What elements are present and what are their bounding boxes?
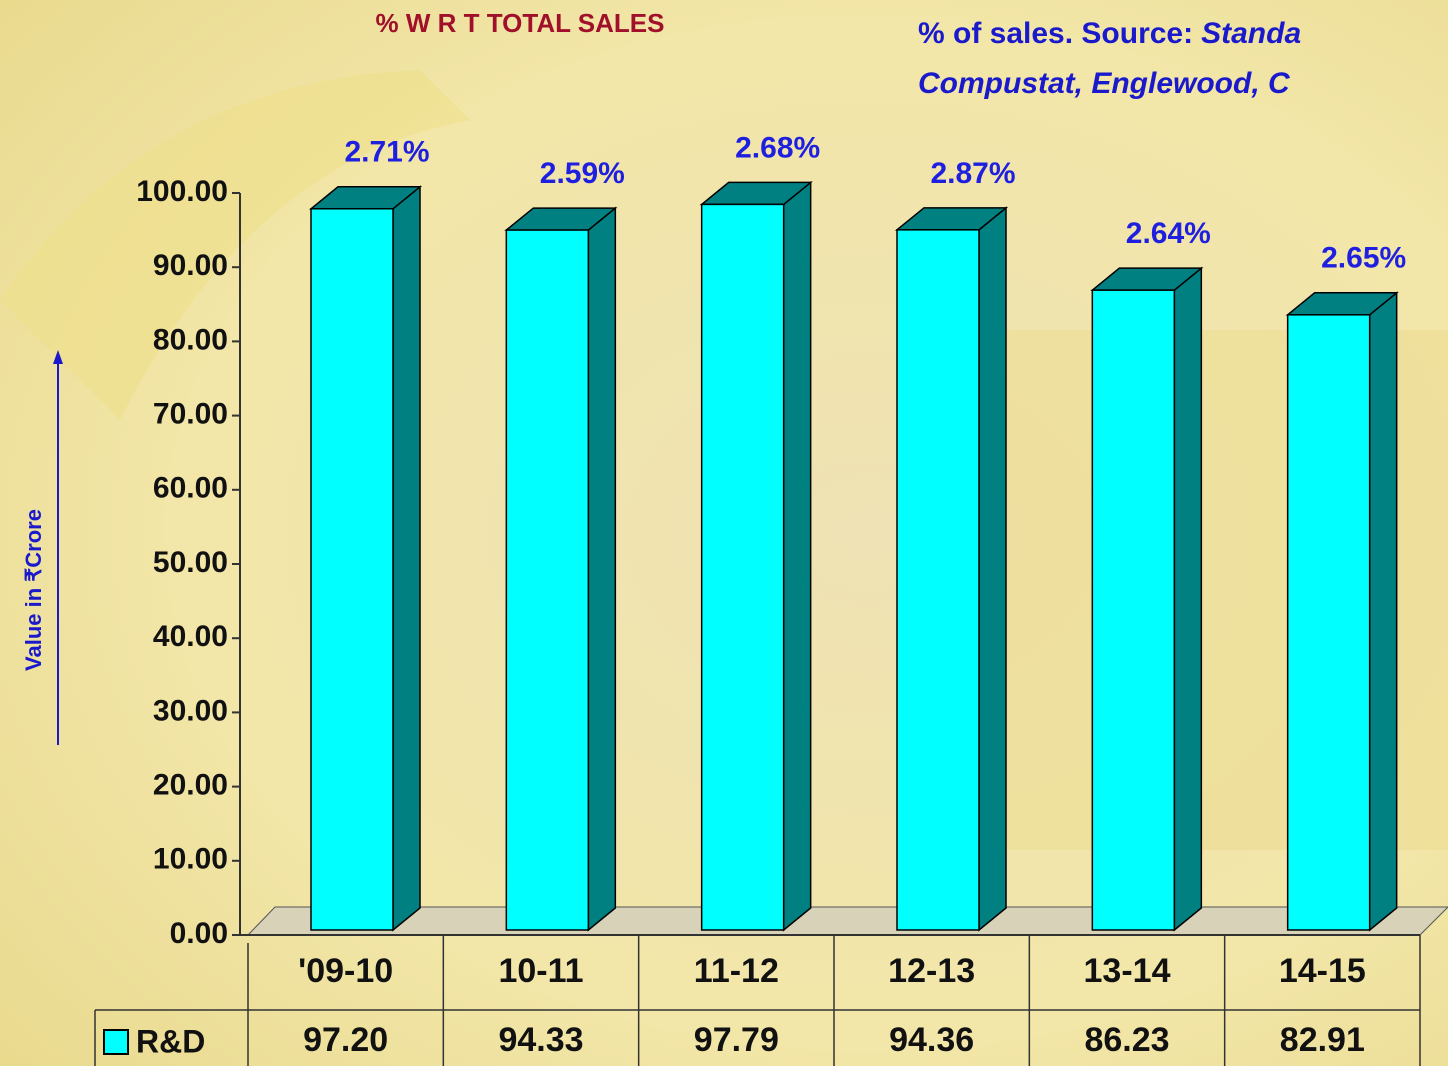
chart: % W R T TOTAL SALES % of sales. Source:S…: [0, 0, 1448, 1066]
x-tick-label: 12-13: [888, 952, 975, 990]
x-tick-label: 14-15: [1279, 952, 1366, 990]
data-table-value: 97.20: [303, 1021, 388, 1059]
data-table-value: 94.36: [889, 1021, 974, 1059]
source-note-text: % of sales. Source:: [918, 17, 1193, 50]
bar: [702, 204, 784, 930]
y-tick-label: 50.00: [153, 546, 228, 579]
data-table-value: 82.91: [1280, 1021, 1365, 1059]
y-axis-label: Value in ₹Crore: [21, 509, 46, 671]
data-table-value: 86.23: [1084, 1021, 1169, 1059]
bar-side: [588, 208, 615, 930]
x-tick-label: 13-14: [1084, 952, 1171, 990]
y-tick-label: 30.00: [153, 694, 228, 727]
chart-title: % W R T TOTAL SALES: [376, 8, 665, 38]
data-table-value: 94.33: [498, 1021, 583, 1059]
x-tick-label: 10-11: [498, 952, 583, 990]
legend-swatch: [104, 1030, 128, 1054]
bar: [1092, 290, 1174, 930]
y-tick-label: 70.00: [153, 398, 228, 431]
source-note-text: Compustat, Englewood, C: [918, 67, 1291, 100]
bar: [311, 209, 393, 930]
legend-label: R&D: [136, 1023, 205, 1059]
annotation: 2.71%: [344, 136, 429, 169]
annotation: 2.59%: [540, 157, 625, 190]
y-tick-label: 20.00: [153, 769, 228, 802]
bar-side: [1370, 293, 1397, 930]
source-note-text: Standa: [1201, 17, 1301, 50]
annotation: 2.87%: [930, 157, 1015, 190]
y-tick-label: 60.00: [153, 472, 228, 505]
bar: [1288, 315, 1370, 930]
bar: [897, 230, 979, 930]
floor: [248, 907, 1448, 935]
bar: [506, 230, 588, 930]
y-tick-label: 0.00: [170, 917, 228, 950]
y-tick-label: 10.00: [153, 843, 228, 876]
annotation: 2.68%: [735, 131, 820, 164]
annotation: 2.64%: [1126, 217, 1211, 250]
bar-side: [784, 182, 811, 930]
bar-side: [393, 187, 420, 930]
y-tick-label: 40.00: [153, 620, 228, 653]
annotation: 2.65%: [1321, 242, 1406, 275]
x-tick-label: '09-10: [298, 952, 393, 990]
source-note: % of sales. Source:Standa: [918, 17, 1301, 50]
y-tick-label: 100.00: [136, 175, 228, 208]
data-table-value: 97.79: [694, 1021, 779, 1059]
bar-side: [1174, 268, 1201, 930]
y-tick-label: 80.00: [153, 323, 228, 356]
y-tick-label: 90.00: [153, 249, 228, 282]
x-tick-label: 11-12: [694, 952, 779, 990]
bar-side: [979, 208, 1006, 930]
